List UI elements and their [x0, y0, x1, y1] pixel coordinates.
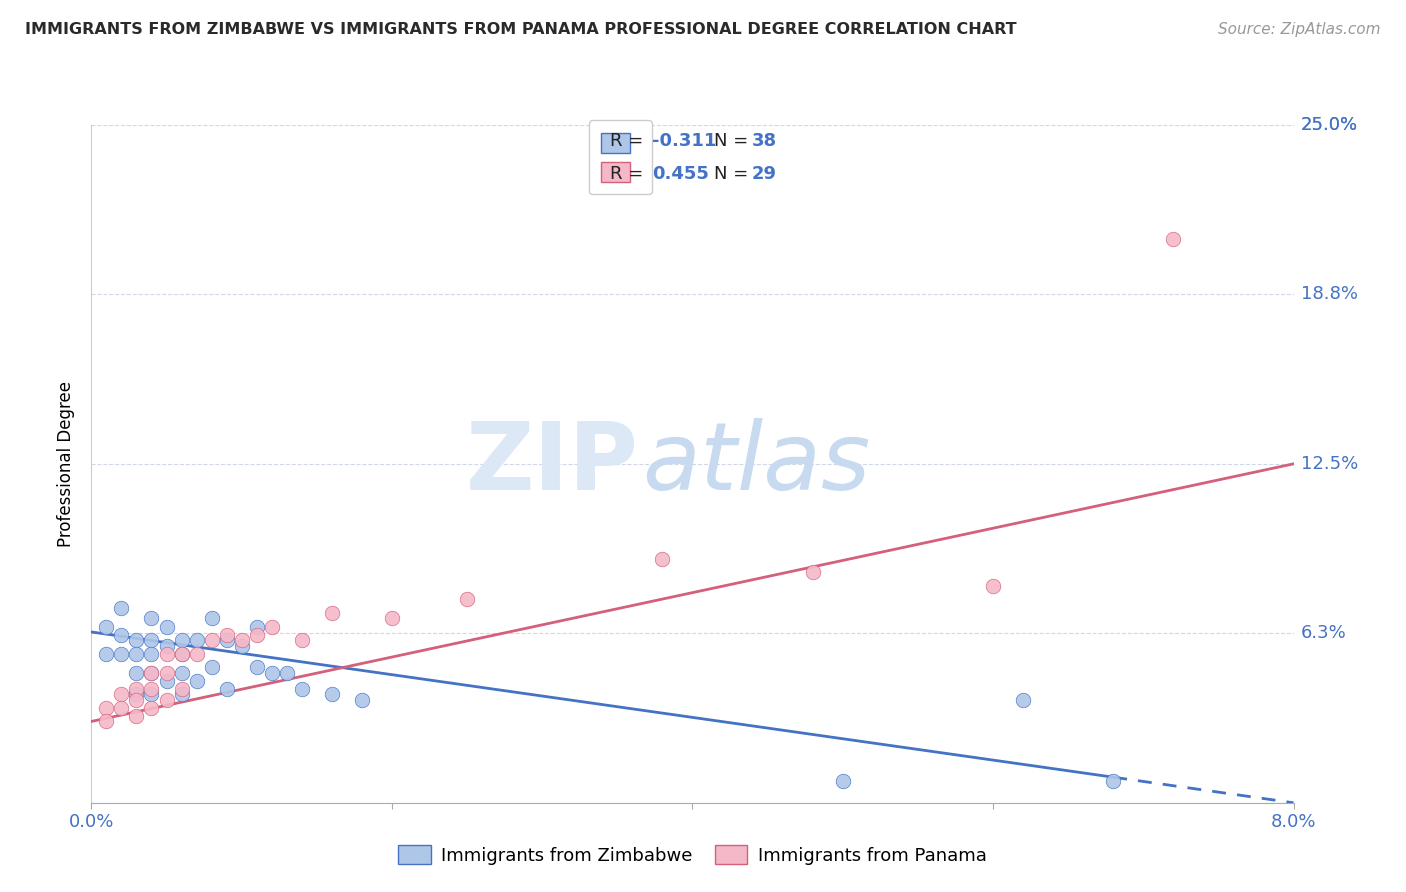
- Point: [125, 665, 148, 680]
- Point: [96, 619, 118, 633]
- Point: [96, 701, 118, 715]
- Point: [110, 647, 132, 661]
- Point: [141, 611, 163, 625]
- Point: [321, 606, 343, 620]
- Point: [125, 681, 148, 696]
- Text: ZIP: ZIP: [465, 417, 638, 510]
- Text: N =: N =: [714, 165, 754, 183]
- Point: [1012, 692, 1035, 706]
- Point: [381, 611, 404, 625]
- Text: 6.3%: 6.3%: [1301, 624, 1347, 642]
- Point: [155, 639, 177, 653]
- Point: [350, 692, 373, 706]
- Text: -0.311: -0.311: [652, 132, 716, 150]
- Point: [155, 665, 177, 680]
- Point: [260, 665, 283, 680]
- Text: 25.0%: 25.0%: [1301, 116, 1358, 134]
- Point: [155, 647, 177, 661]
- Point: [831, 774, 853, 789]
- Point: [260, 619, 283, 633]
- Point: [170, 665, 193, 680]
- Text: R =: R =: [610, 165, 648, 183]
- Point: [170, 647, 193, 661]
- Text: N =: N =: [714, 132, 754, 150]
- Point: [231, 633, 253, 648]
- Point: [215, 633, 238, 648]
- Point: [651, 551, 673, 566]
- Point: [291, 681, 314, 696]
- Point: [155, 692, 177, 706]
- Point: [246, 660, 269, 674]
- Point: [201, 633, 224, 648]
- Point: [186, 633, 208, 648]
- Point: [125, 647, 148, 661]
- Point: [125, 687, 148, 701]
- Point: [155, 619, 177, 633]
- Point: [141, 633, 163, 648]
- Text: 18.8%: 18.8%: [1301, 285, 1358, 303]
- Point: [170, 633, 193, 648]
- Point: [110, 600, 132, 615]
- Text: 12.5%: 12.5%: [1301, 455, 1358, 473]
- Point: [246, 628, 269, 642]
- Point: [246, 619, 269, 633]
- Text: IMMIGRANTS FROM ZIMBABWE VS IMMIGRANTS FROM PANAMA PROFESSIONAL DEGREE CORRELATI: IMMIGRANTS FROM ZIMBABWE VS IMMIGRANTS F…: [25, 22, 1017, 37]
- Y-axis label: Professional Degree: Professional Degree: [58, 381, 76, 547]
- Point: [1161, 232, 1184, 246]
- Point: [231, 639, 253, 653]
- Point: [141, 681, 163, 696]
- Point: [321, 687, 343, 701]
- Point: [170, 687, 193, 701]
- Point: [456, 592, 478, 607]
- Point: [141, 665, 163, 680]
- Text: R =: R =: [610, 132, 648, 150]
- Point: [125, 633, 148, 648]
- Point: [125, 692, 148, 706]
- Point: [276, 665, 298, 680]
- Point: [170, 681, 193, 696]
- Point: [291, 633, 314, 648]
- Text: Source: ZipAtlas.com: Source: ZipAtlas.com: [1218, 22, 1381, 37]
- Text: atlas: atlas: [643, 418, 870, 509]
- Point: [155, 673, 177, 688]
- Text: 38: 38: [752, 132, 776, 150]
- Point: [201, 611, 224, 625]
- Point: [186, 647, 208, 661]
- Point: [981, 579, 1004, 593]
- Point: [1102, 774, 1125, 789]
- Text: 25.0%: 25.0%: [1301, 116, 1358, 134]
- Point: [215, 681, 238, 696]
- Point: [110, 701, 132, 715]
- Point: [201, 660, 224, 674]
- Point: [125, 709, 148, 723]
- Point: [170, 647, 193, 661]
- Point: [215, 628, 238, 642]
- Legend: Immigrants from Zimbabwe, Immigrants from Panama: Immigrants from Zimbabwe, Immigrants fro…: [391, 838, 994, 871]
- Point: [186, 673, 208, 688]
- Point: [141, 647, 163, 661]
- Point: [96, 714, 118, 729]
- Text: 0.455: 0.455: [652, 165, 709, 183]
- Point: [110, 687, 132, 701]
- Point: [96, 647, 118, 661]
- Point: [801, 566, 824, 580]
- Point: [141, 687, 163, 701]
- Point: [141, 701, 163, 715]
- Point: [110, 628, 132, 642]
- Text: 29: 29: [752, 165, 776, 183]
- Point: [141, 665, 163, 680]
